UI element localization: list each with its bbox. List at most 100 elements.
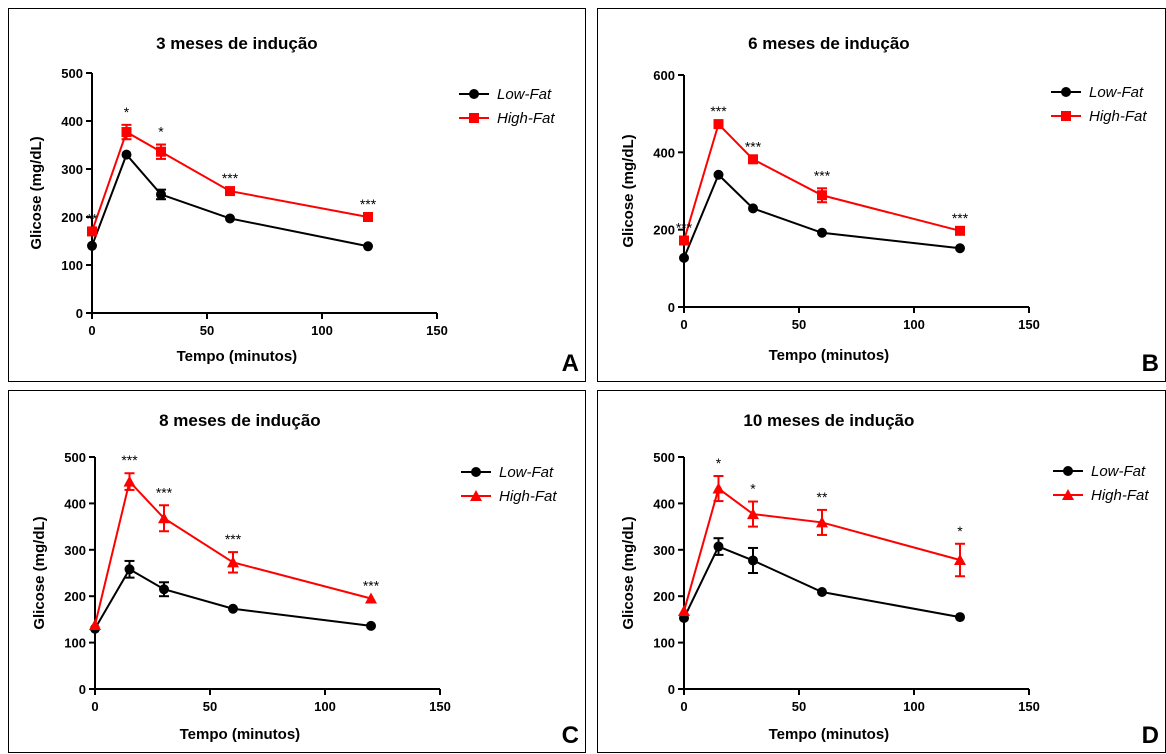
chart-panel-c: 8 meses de indução 0 50 100 150 0 100 200 300 400… (8, 390, 586, 753)
x-tick-label: 150 (426, 323, 448, 338)
series-low-fat (679, 169, 965, 263)
data-point (817, 190, 827, 201)
legend-label: High-Fat (1089, 108, 1147, 125)
x-tick-label: 0 (680, 699, 687, 714)
y-tick-label: 400 (653, 496, 675, 511)
data-point (678, 605, 690, 617)
significance-label: *** (745, 138, 762, 154)
x-tick-label: 100 (311, 323, 333, 338)
chart-title: 8 meses de indução (159, 411, 321, 430)
series-high-fat (89, 472, 377, 630)
panel-letter: A (562, 350, 579, 377)
data-point (955, 612, 965, 623)
x-tick-label: 0 (91, 699, 98, 714)
y-tick-label: 400 (653, 145, 675, 160)
y-tick-label: 500 (653, 450, 675, 465)
data-point (159, 584, 169, 595)
data-point (817, 227, 827, 238)
significance-label: *** (360, 196, 377, 212)
series-high-fat (678, 475, 966, 617)
series-low-fat (87, 149, 373, 252)
series-line (683, 545, 961, 619)
significance-label: ** (817, 489, 828, 505)
y-axis-label: Glicose (mg/dL) (620, 134, 637, 247)
chart-c: 8 meses de indução 0 50 100 150 0 100 200 300 400… (31, 411, 579, 749)
significance-label: * (124, 104, 130, 120)
data-point (87, 226, 97, 237)
data-point (747, 508, 759, 520)
data-point (363, 212, 373, 222)
panel-letter: B (1142, 350, 1159, 377)
legend-label: Low-Fat (1089, 84, 1144, 101)
y-tick-label: 0 (668, 300, 675, 315)
data-point (713, 119, 724, 130)
panel-letter: C (562, 722, 579, 749)
data-point (227, 556, 239, 568)
x-axis-label: Tempo (minutos) (769, 726, 890, 743)
y-tick-label: 400 (61, 114, 83, 129)
data-point (158, 512, 170, 524)
x-tick-label: 150 (1018, 699, 1040, 714)
data-point (124, 564, 135, 575)
x-axis-label: Tempo (minutos) (769, 347, 890, 364)
legend-label: Low-Fat (499, 464, 554, 481)
data-point (955, 243, 965, 254)
legend-marker (1061, 111, 1071, 121)
data-point (366, 620, 376, 631)
x-tick-label: 0 (88, 323, 95, 338)
y-tick-label: 200 (653, 223, 675, 238)
data-point (228, 603, 238, 614)
significance-label: * (716, 455, 722, 471)
data-point (365, 592, 377, 604)
chart-panel-b: 6 meses de indução 0 50 100 150 0 200 400 600 Tem… (597, 8, 1166, 382)
y-tick-label: 300 (653, 543, 675, 558)
y-tick-label: 600 (653, 68, 675, 83)
data-point (713, 169, 724, 180)
y-tick-label: 400 (64, 496, 86, 511)
data-point (713, 541, 724, 552)
x-axis-label: Tempo (minutos) (180, 726, 301, 743)
data-point (712, 482, 725, 494)
x-tick-label: 100 (903, 317, 925, 332)
x-tick-label: 50 (203, 699, 217, 714)
series-line (683, 173, 961, 259)
chart-title: 6 meses de indução (748, 34, 910, 53)
data-point (89, 618, 101, 630)
data-point (225, 213, 235, 224)
data-point (679, 235, 689, 246)
chart-d: 10 meses de indução 0 50 100 150 0 100 200 300 40… (620, 411, 1159, 749)
legend-label: Low-Fat (497, 86, 552, 103)
y-tick-label: 0 (668, 682, 675, 697)
y-tick-label: 300 (61, 162, 83, 177)
significance-label: ** (87, 210, 98, 226)
legend-marker (471, 467, 481, 477)
data-point (679, 252, 689, 263)
x-tick-label: 100 (903, 699, 925, 714)
y-tick-label: 0 (76, 306, 83, 321)
x-tick-label: 50 (792, 699, 806, 714)
x-tick-label: 150 (429, 699, 451, 714)
data-point (156, 189, 166, 200)
legend-marker (469, 113, 479, 123)
significance-label: *** (952, 210, 969, 226)
y-axis-label: Glicose (mg/dL) (620, 516, 637, 629)
x-tick-label: 50 (200, 323, 214, 338)
significance-label: *** (156, 484, 173, 500)
significance-label: *** (225, 531, 242, 547)
y-tick-label: 200 (653, 589, 675, 604)
significance-label: *** (710, 103, 727, 119)
data-point (156, 146, 166, 157)
significance-label: *** (676, 219, 693, 235)
data-point (121, 127, 132, 138)
legend-marker (1063, 466, 1073, 476)
data-point (816, 516, 828, 528)
y-axis-label: Glicose (mg/dL) (28, 136, 45, 249)
significance-label: *** (222, 170, 239, 186)
chart-a: 3 meses de indução 0 50 100 150 0 100 200 300 400… (28, 34, 579, 377)
legend-label: Low-Fat (1091, 463, 1146, 480)
series-line (94, 567, 372, 630)
y-tick-label: 300 (64, 543, 86, 558)
chart-b: 6 meses de indução 0 50 100 150 0 200 400 600 Tem… (620, 34, 1159, 377)
legend-label: High-Fat (499, 488, 557, 505)
significance-label: * (750, 481, 756, 497)
